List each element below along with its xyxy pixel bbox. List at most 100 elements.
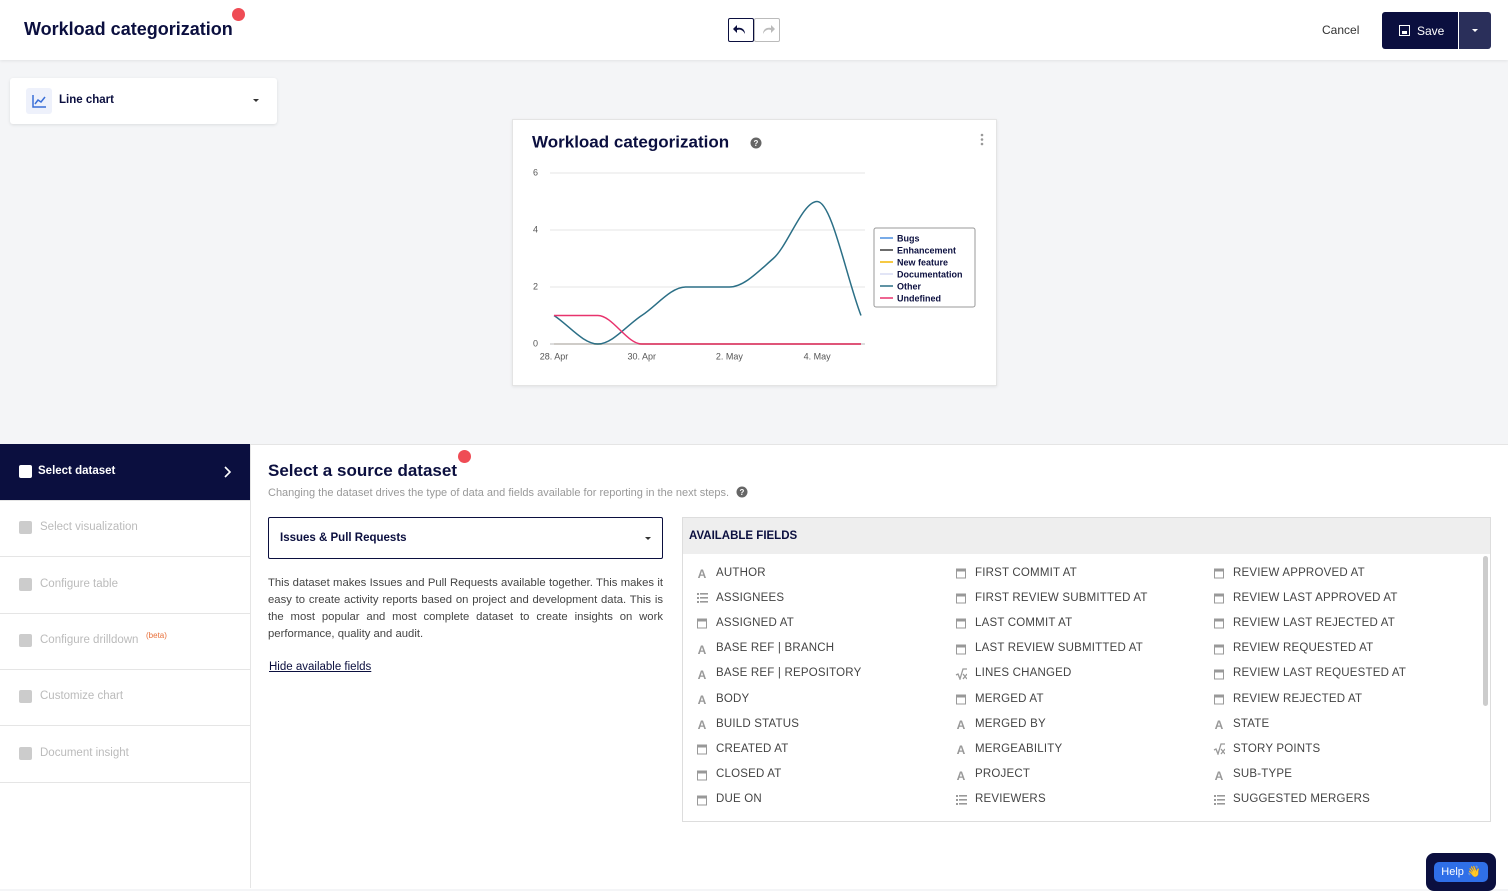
- sidebar-step[interactable]: Configure drilldown (beta): [0, 613, 250, 670]
- field-icon-text: A: [698, 718, 707, 730]
- field-name: LINES CHANGED: [975, 667, 1072, 680]
- field-icon-date: [1214, 644, 1224, 655]
- step-badge: (beta): [146, 630, 167, 640]
- icon-glyph: A: [957, 743, 966, 755]
- icon-part: [1214, 695, 1224, 698]
- field-icon-text: A: [698, 643, 707, 655]
- icon-part: [956, 644, 966, 648]
- icon-part: [1217, 802, 1225, 805]
- field-name: REVIEW REQUESTED AT: [1233, 642, 1374, 655]
- legend-label: Documentation: [897, 269, 963, 279]
- field-name: REVIEWERS: [975, 793, 1046, 806]
- help-icon[interactable]: ?: [736, 486, 748, 498]
- icon-part: [956, 695, 966, 698]
- help-widget[interactable]: Help 👋: [1426, 853, 1496, 891]
- icon-part: [1217, 798, 1225, 801]
- save-button[interactable]: Save: [1382, 12, 1458, 49]
- legend-label: Other: [897, 281, 922, 291]
- field-icon-date: [956, 694, 966, 705]
- icon-part: [697, 593, 699, 596]
- x-tick-label: 4. May: [804, 351, 832, 361]
- icon-glyph: A: [1215, 718, 1224, 730]
- fields-header: [683, 518, 1490, 554]
- line-chart-icon: [26, 88, 52, 114]
- step-icon: [19, 521, 32, 535]
- menu-icon[interactable]: [980, 133, 984, 146]
- chart-type-selector[interactable]: Line chart: [10, 78, 277, 124]
- icon-part: [1217, 794, 1225, 797]
- field-name: MERGEABILITY: [975, 742, 1063, 755]
- dataset-title: Select a source dataset: [268, 461, 457, 480]
- help-icon[interactable]: [750, 137, 762, 149]
- undo-button[interactable]: [728, 18, 754, 42]
- x-tick-label: 30. Apr: [627, 351, 656, 361]
- sidebar-step[interactable]: Select visualization: [0, 500, 250, 558]
- chart-title: Workload categorization: [532, 132, 729, 151]
- field-name: MERGED AT: [975, 692, 1044, 705]
- icon-part: [697, 619, 707, 622]
- icon-glyph: A: [698, 693, 707, 705]
- redo-icon: [763, 25, 775, 34]
- sidebar-step[interactable]: Configure table: [0, 557, 250, 614]
- step-icon: [19, 690, 32, 704]
- status-dot: [232, 8, 245, 21]
- field-name: REVIEW LAST REJECTED AT: [1233, 616, 1396, 629]
- dataset-select[interactable]: Issues & Pull Requests: [268, 517, 663, 559]
- fields-title: AVAILABLE FIELDS: [689, 530, 798, 542]
- icon-part: [1214, 569, 1224, 572]
- dataset-description: This dataset makes Issues and Pull Reque…: [268, 577, 663, 640]
- scrollbar[interactable]: [1483, 556, 1488, 706]
- sidebar-step[interactable]: Document insight: [0, 726, 250, 783]
- status-dot: [458, 450, 471, 463]
- icon-part: [697, 597, 699, 600]
- legend-label: Undefined: [897, 293, 941, 303]
- field-name: FIRST COMMIT AT: [975, 566, 1078, 579]
- redo-button[interactable]: [754, 18, 780, 42]
- sidebar-step[interactable]: Customize chart: [0, 669, 250, 727]
- field-icon-list: [956, 794, 967, 805]
- caret: [1472, 29, 1478, 32]
- save-dropdown[interactable]: [1459, 12, 1491, 49]
- field-name: SUGGESTED MERGERS: [1233, 793, 1370, 806]
- icon-part: [956, 569, 966, 572]
- icon-part: [956, 802, 958, 805]
- step-label: Select dataset: [38, 465, 116, 477]
- subtitle-text: Changing the dataset drives the type of …: [268, 487, 730, 499]
- y-tick-label: 4: [533, 224, 538, 234]
- field-name: REVIEW LAST REQUESTED AT: [1233, 667, 1407, 680]
- field-icon-date: [1214, 669, 1224, 680]
- steps-sidebar: Select dataset Select visualization Config…: [0, 444, 251, 888]
- field-name: BASE REF | REPOSITORY: [716, 667, 862, 680]
- field-name: REVIEW REJECTED AT: [1233, 692, 1363, 705]
- selector-label: Line chart: [59, 94, 114, 106]
- icon-part: [959, 802, 967, 805]
- field-icon-date: [1214, 568, 1224, 579]
- sidebar-step[interactable]: Select dataset: [0, 444, 250, 501]
- caret: [645, 537, 651, 540]
- icon-part: [700, 601, 708, 603]
- icon-part: [1214, 594, 1224, 597]
- field-icon-date: [956, 593, 966, 604]
- help-button[interactable]: Help 👋: [1434, 862, 1488, 882]
- x-tick-label: 28. Apr: [540, 351, 569, 361]
- field-icon-formula: [955, 668, 967, 680]
- field-name: MERGED BY: [975, 717, 1046, 730]
- step-icon: [19, 577, 32, 591]
- field-icon-list: [697, 593, 708, 604]
- caret: [253, 99, 259, 102]
- cancel-button[interactable]: Cancel: [1322, 23, 1360, 37]
- dataset-select-value: Issues & Pull Requests: [280, 532, 407, 544]
- step-label: Select visualization: [40, 521, 138, 534]
- icon-part: [1214, 798, 1216, 801]
- y-tick-label: 6: [533, 167, 538, 177]
- chevron-path: [224, 466, 232, 478]
- icon-part: [700, 597, 708, 599]
- fields-panel: AVAILABLE FIELDS A AUTHOR ASSIGNEES ASSIGNE…: [682, 517, 1491, 822]
- field-name: REVIEW APPROVED AT: [1233, 566, 1365, 579]
- field-name: BODY: [716, 692, 750, 705]
- field-name: BASE REF | BRANCH: [716, 642, 835, 655]
- legend-box: [873, 227, 976, 308]
- legend-label: Enhancement: [897, 245, 956, 255]
- hide-fields-link[interactable]: Hide available fields: [269, 661, 372, 673]
